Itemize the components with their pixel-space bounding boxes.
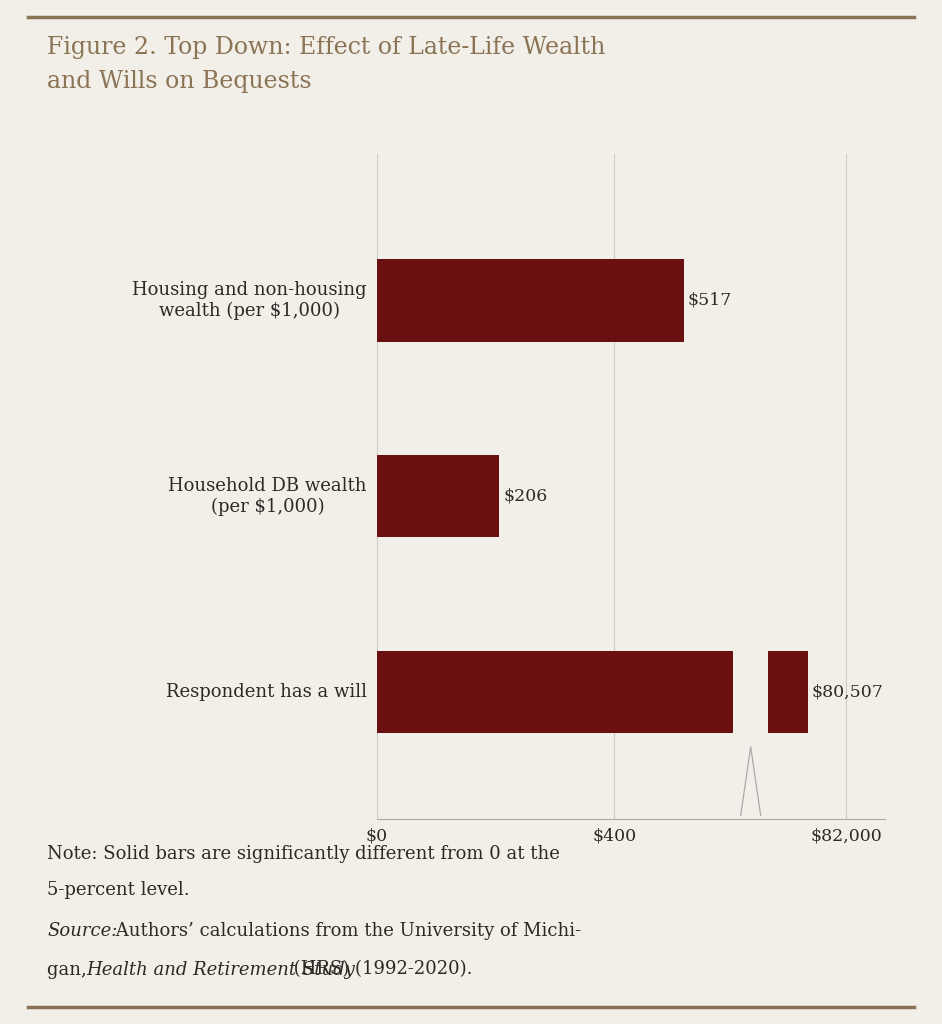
Text: 5-percent level.: 5-percent level. [47, 881, 189, 899]
Text: Authors’ calculations from the University of Michi-: Authors’ calculations from the Universit… [110, 922, 581, 940]
Text: Note: Solid bars are significantly different from 0 at the: Note: Solid bars are significantly diffe… [47, 845, 560, 863]
Text: Housing and non-housing
wealth (per $1,000): Housing and non-housing wealth (per $1,0… [132, 281, 366, 319]
Text: Source:: Source: [47, 922, 118, 940]
Bar [377, 455, 499, 538]
Bar [769, 651, 807, 733]
Text: Respondent has a will: Respondent has a will [166, 683, 366, 701]
Text: $80,507: $80,507 [812, 683, 884, 700]
Text: $206: $206 [503, 487, 547, 505]
Text: Figure 2. Top Down: Effect of Late-Life Wealth: Figure 2. Top Down: Effect of Late-Life … [47, 36, 606, 58]
Bar [377, 651, 733, 733]
Text: Household DB wealth
(per $1,000): Household DB wealth (per $1,000) [168, 476, 366, 516]
Text: (HRS) (1992-2020).: (HRS) (1992-2020). [288, 961, 473, 979]
Text: $517: $517 [688, 292, 732, 309]
Bar [377, 259, 684, 342]
Text: gan,: gan, [47, 961, 92, 979]
Text: Health and Retirement Study: Health and Retirement Study [87, 961, 355, 979]
Text: and Wills on Bequests: and Wills on Bequests [47, 70, 312, 92]
